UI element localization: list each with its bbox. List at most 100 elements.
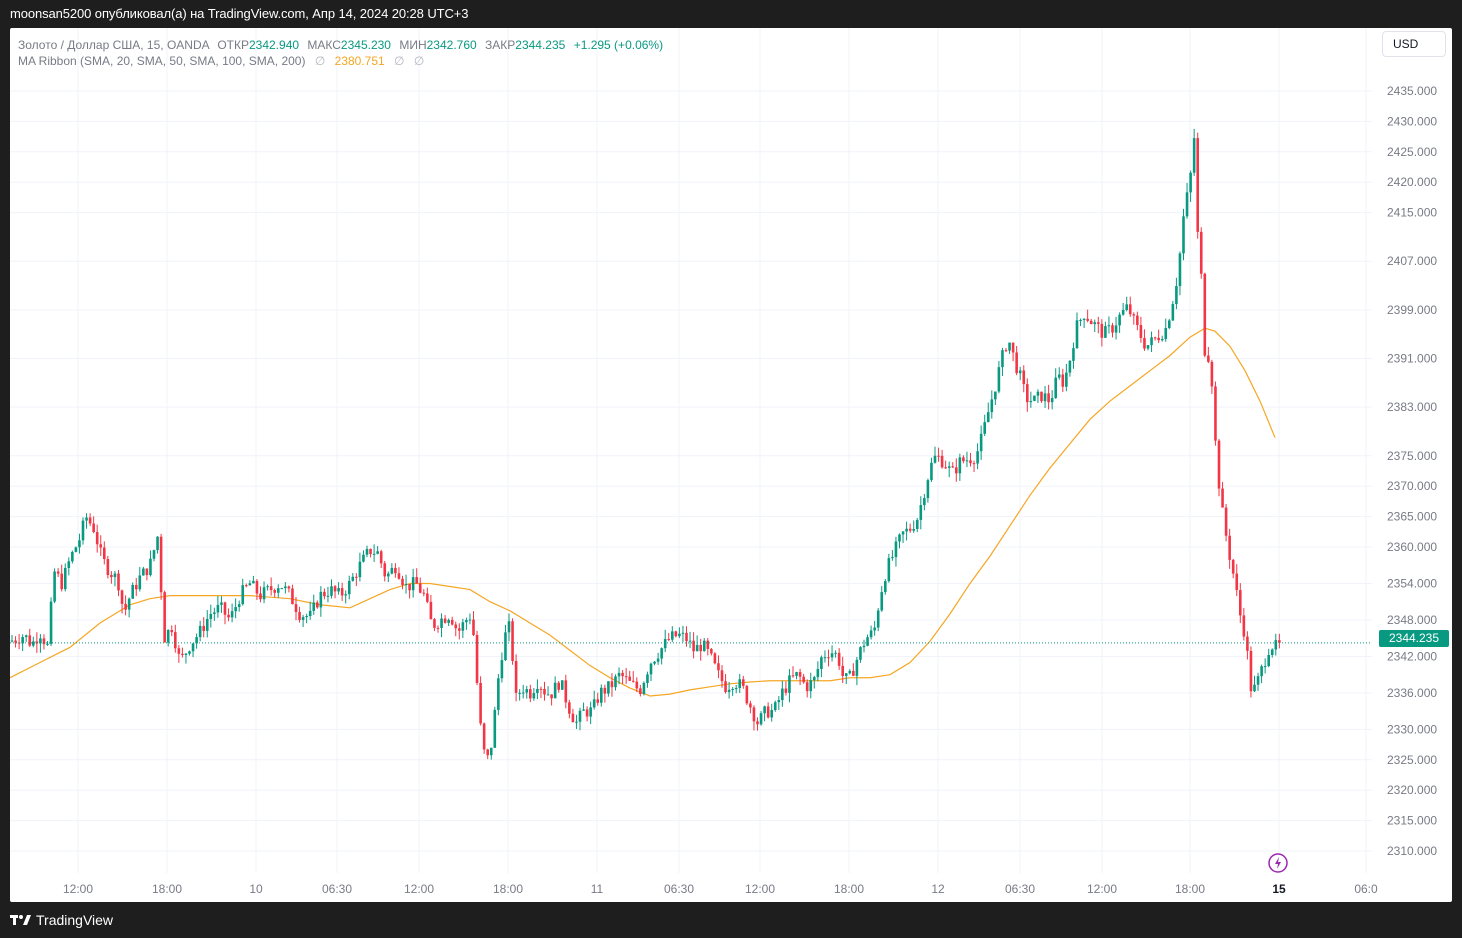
currency-button[interactable]: USD	[1382, 31, 1446, 57]
candle-body	[223, 602, 227, 615]
candle-body	[134, 584, 138, 590]
candle-body	[1249, 650, 1253, 692]
candle-body	[120, 590, 124, 604]
candle-body	[837, 652, 841, 666]
candle-body	[1143, 337, 1146, 349]
candle-body	[649, 663, 653, 675]
candle-body	[869, 630, 873, 638]
price-chart[interactable]: 2435.000 2430.000 2425.000 2420.000 2415.000…	[10, 28, 1452, 902]
candle-body	[663, 639, 667, 649]
candle-body	[202, 625, 205, 631]
x-tick-label: 18:00	[834, 882, 864, 896]
candle-body	[344, 594, 347, 596]
candle-body	[1082, 318, 1086, 320]
y-tick-label: 2336.000	[1387, 686, 1437, 700]
candle-body	[585, 709, 589, 717]
candle-body	[1065, 372, 1068, 387]
candle-body	[489, 747, 493, 756]
candle-body	[67, 561, 71, 568]
candle-body	[777, 700, 781, 703]
candle-body	[795, 672, 798, 676]
candle-body	[1157, 337, 1160, 341]
chart-panel[interactable]: 2435.000 2430.000 2425.000 2420.000 2415.000…	[10, 28, 1452, 902]
candle-body	[493, 709, 497, 748]
candle-body	[14, 640, 17, 643]
footer: TradingView	[10, 906, 113, 934]
candle-body	[458, 628, 461, 631]
x-tick-label: 12:00	[404, 882, 434, 896]
candle-body	[827, 657, 830, 659]
candle-body	[1011, 342, 1015, 353]
candle-body	[408, 584, 411, 591]
candle-body	[1256, 676, 1260, 685]
candle-body	[216, 604, 220, 613]
candle-body	[387, 573, 390, 577]
candle-body	[159, 536, 163, 593]
candle-body	[443, 618, 447, 623]
candle-body	[1270, 649, 1274, 656]
candle-body	[546, 694, 550, 696]
candle-body	[397, 573, 401, 579]
candle-body	[1086, 318, 1089, 321]
candle-body	[685, 632, 688, 642]
candle-body	[621, 672, 624, 677]
ma-na-2: ∅	[394, 54, 405, 68]
candle-body	[624, 676, 628, 678]
candle-body	[525, 689, 529, 693]
low-label: МИН	[399, 38, 427, 52]
candle-body	[433, 619, 436, 628]
candle-body	[426, 593, 429, 602]
candle-body	[479, 683, 482, 724]
lightning-bolt-icon[interactable]	[1267, 852, 1289, 874]
candle-body	[631, 680, 635, 682]
candle-body	[465, 620, 468, 623]
candle-body	[713, 653, 717, 664]
candle-body	[759, 713, 763, 725]
candle-body	[486, 749, 489, 756]
candle-body	[127, 598, 131, 610]
candle-body	[280, 588, 284, 590]
candle-body	[969, 460, 972, 464]
candle-body	[745, 685, 749, 704]
ma-na-1: ∅	[314, 54, 326, 68]
candle-body	[1075, 320, 1079, 349]
y-tick-label: 2354.000	[1387, 576, 1437, 590]
candle-body	[848, 670, 852, 674]
candle-body	[766, 706, 770, 718]
candle-body	[773, 702, 777, 711]
candle-body	[319, 591, 323, 608]
candle-body	[834, 652, 837, 654]
candle-body	[156, 536, 159, 551]
candle-body	[372, 553, 376, 555]
candle-body	[394, 567, 397, 574]
candle-body	[1168, 320, 1171, 329]
candle-body	[639, 688, 642, 695]
candle-body	[106, 559, 110, 575]
y-tick-label: 2399.000	[1387, 303, 1437, 317]
candle-body	[1196, 138, 1199, 232]
ma-indicator-name[interactable]: MA Ribbon (SMA, 20, SMA, 50, SMA, 100, S…	[18, 54, 306, 68]
candle-body	[607, 681, 610, 694]
candle-body	[184, 653, 188, 655]
candle-body	[1153, 337, 1157, 339]
y-tick-label: 2435.000	[1387, 84, 1437, 98]
candle-body	[678, 633, 681, 637]
candle-body	[937, 455, 940, 457]
candle-body	[365, 548, 369, 555]
candle-body	[63, 567, 67, 590]
candle-body	[688, 640, 692, 642]
candle-body	[742, 679, 745, 686]
x-tick-label: 06:30	[1005, 882, 1035, 896]
symbol-label: Золото / Доллар США, 15, OANDA	[18, 38, 209, 52]
candle-body	[177, 648, 181, 654]
candle-body	[92, 523, 95, 533]
candle-body	[976, 451, 979, 464]
candle-body	[518, 692, 521, 694]
candle-body	[915, 519, 919, 529]
candle-body	[351, 576, 355, 581]
y-tick-label: 2430.000	[1387, 114, 1437, 128]
candle-body	[1029, 400, 1033, 403]
candle-body	[1235, 573, 1239, 591]
x-tick-label: 11	[591, 882, 604, 896]
candle-body	[188, 651, 191, 654]
